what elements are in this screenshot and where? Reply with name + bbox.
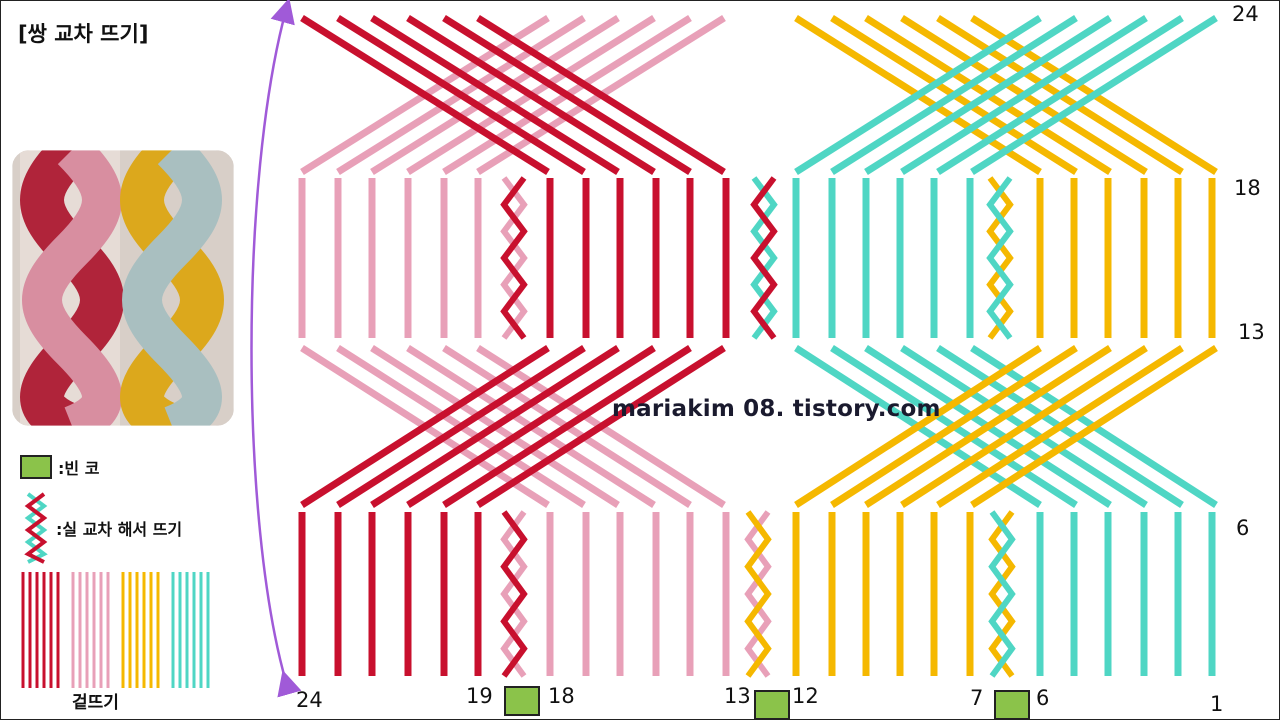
stitch-label-12: 12: [792, 684, 819, 708]
legend-cross: :실 교차 해서 뜨기: [22, 492, 182, 564]
cable-cross-line: [476, 15, 726, 175]
cable-cross-line: [900, 15, 1148, 175]
cable-cross-line: [900, 345, 1148, 508]
empty-stitch-marker-3: [994, 690, 1030, 720]
empty-stitch-label: :빈 코: [58, 459, 100, 478]
row-label-6: 6: [1236, 516, 1250, 540]
knit-photo: [12, 150, 234, 426]
cross-yarn: [750, 176, 778, 340]
cable-cross-line: [336, 345, 586, 508]
cross-yarn: [988, 510, 1016, 678]
cable-cross-line: [936, 345, 1184, 508]
row-label-24: 24: [1232, 2, 1259, 26]
page-title: [쌍 교차 뜨기]: [18, 22, 149, 46]
cable-cross-line: [370, 345, 620, 508]
stitch-label-19: 19: [466, 684, 493, 708]
stitch-label-1: 1: [1210, 692, 1224, 716]
empty-stitch-marker-2: [754, 690, 790, 720]
knit-stitch-label: 겉뜨기: [72, 693, 119, 713]
cable-cross-line: [970, 345, 1218, 508]
cable-cross-line: [794, 15, 1042, 175]
cross-yarn: [500, 510, 528, 678]
stitch-label-6: 6: [1036, 686, 1050, 710]
cross-yarn: [500, 510, 528, 678]
empty-stitch-swatch: [20, 455, 52, 479]
stitch-label-13: 13: [724, 684, 751, 708]
stitch-label-24: 24: [296, 688, 323, 712]
cable-cross-line: [370, 15, 620, 175]
cross-yarn: [750, 176, 778, 340]
cross-yarn-icon: [24, 492, 48, 564]
cable-cross-line: [300, 15, 550, 175]
cross-yarn: [986, 176, 1014, 340]
cable-cross-line: [406, 345, 656, 508]
cross-label: :실 교차 해서 뜨기: [56, 520, 183, 539]
cable-cross-line: [442, 345, 692, 508]
cross-yarn: [986, 176, 1014, 340]
cross-yarn: [744, 510, 772, 678]
watermark: mariakim 08. tistory.com: [612, 396, 941, 422]
cable-cross-line: [442, 15, 692, 175]
cable-cross-line: [406, 15, 656, 175]
cable-cross-line: [936, 15, 1184, 175]
cross-yarn: [988, 510, 1016, 678]
cable-cross-line: [336, 15, 586, 175]
cable-cross-line: [864, 345, 1112, 508]
cross-yarn: [744, 510, 772, 678]
row-direction-arrow: [250, 0, 302, 698]
empty-stitch-marker-1: [504, 686, 540, 716]
cable-cross-line: [300, 345, 550, 508]
cable-cross-line: [864, 15, 1112, 175]
cable-cross-line: [794, 345, 1042, 508]
cable-cross-line: [830, 15, 1078, 175]
row-label-18: 18: [1234, 176, 1261, 200]
cable-cross-line: [970, 15, 1218, 175]
stitch-label-7: 7: [970, 686, 984, 710]
legend-empty-stitch: :빈 코: [20, 455, 99, 479]
cross-yarn: [500, 176, 528, 340]
knit-stripes-legend: [21, 572, 210, 688]
cable-cross-line: [476, 345, 726, 508]
cross-yarn: [500, 176, 528, 340]
cable-cross-line: [830, 345, 1078, 508]
stitch-label-18: 18: [548, 684, 575, 708]
row-label-13: 13: [1238, 320, 1265, 344]
